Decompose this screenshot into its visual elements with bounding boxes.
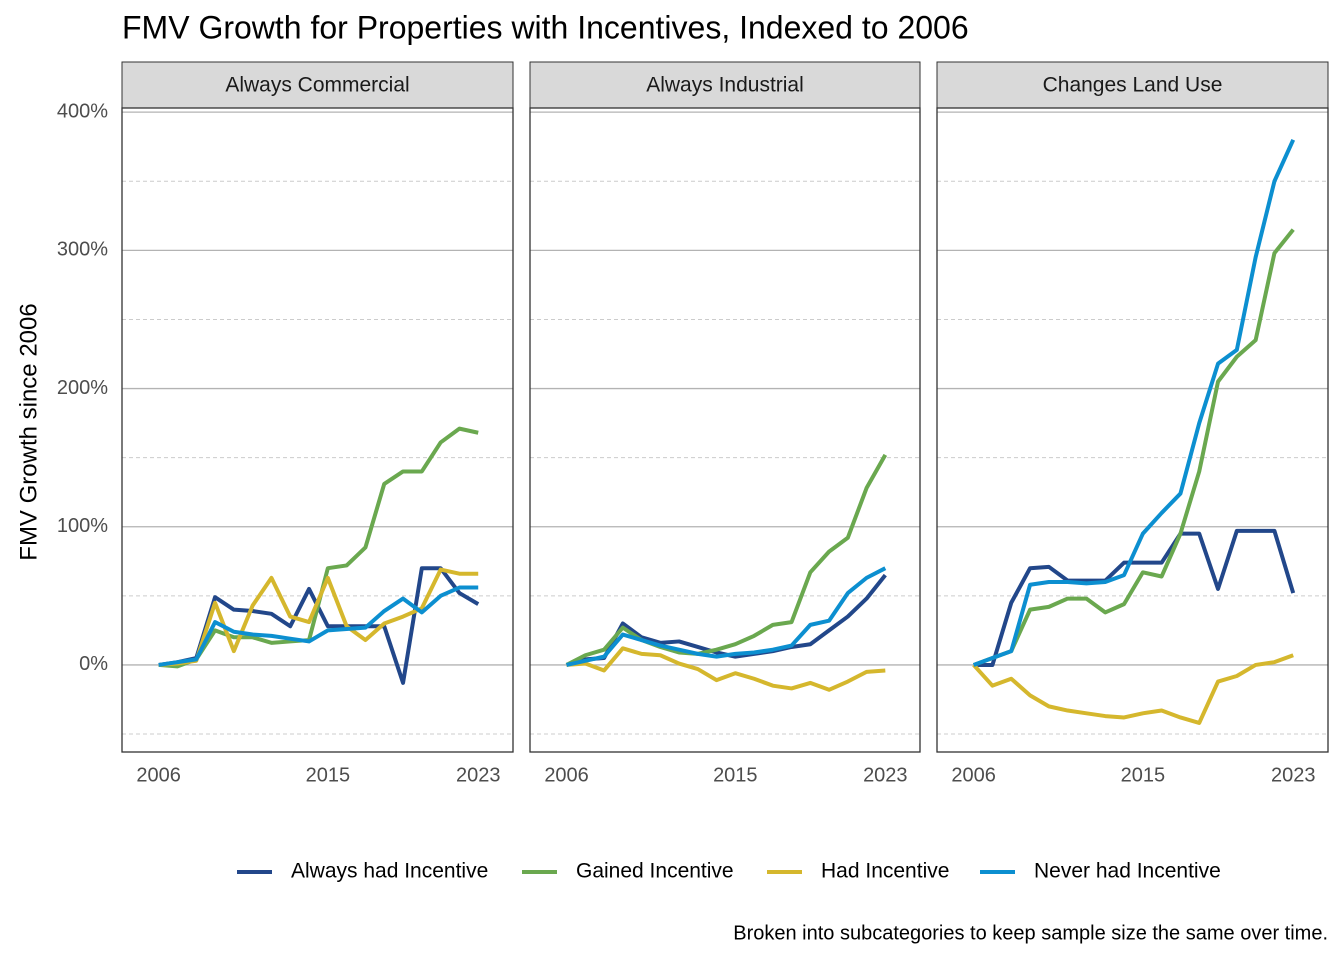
- facet-strip: [936, 61, 1329, 109]
- series-line: [972, 228, 1295, 667]
- x-tick-label: 2023: [456, 764, 501, 786]
- y-tick-label: 300%: [57, 239, 108, 261]
- panel-border: [121, 107, 514, 753]
- series-line: [158, 567, 479, 667]
- legend-label: Had Incentive: [821, 860, 949, 883]
- legend-label: Gained Incentive: [576, 860, 734, 883]
- facet-strip: [121, 61, 514, 109]
- series-line: [565, 453, 888, 667]
- facet-title: Always Commercial: [225, 74, 409, 97]
- series-line: [973, 528, 1296, 667]
- y-axis-label: FMV Growth since 2006: [15, 303, 42, 560]
- series-line: [972, 653, 1294, 725]
- legend-label: Always had Incentive: [291, 860, 488, 883]
- y-tick-label: 100%: [57, 515, 108, 537]
- caption: Broken into subcategories to keep sample…: [733, 922, 1328, 944]
- panel-border: [936, 107, 1329, 753]
- facet-title: Always Industrial: [646, 74, 804, 97]
- y-tick-label: 400%: [57, 100, 108, 122]
- panel-border: [529, 107, 921, 753]
- legend-label: Never had Incentive: [1034, 860, 1221, 883]
- y-tick-label: 200%: [57, 377, 108, 399]
- x-tick-label: 2006: [951, 764, 996, 786]
- series-line: [566, 566, 887, 667]
- series-line: [158, 585, 479, 667]
- series-line: [972, 138, 1296, 667]
- facet-title: Changes Land Use: [1043, 74, 1223, 97]
- x-tick-label: 2023: [863, 764, 908, 786]
- series-line: [566, 646, 886, 692]
- chart-title: FMV Growth for Properties with Incentive…: [122, 9, 969, 45]
- x-tick-label: 2006: [544, 764, 589, 786]
- x-tick-label: 2015: [1121, 764, 1166, 786]
- x-tick-label: 2015: [713, 764, 758, 786]
- x-tick-label: 2023: [1271, 764, 1316, 786]
- y-tick-label: 0%: [79, 653, 108, 675]
- x-tick-label: 2006: [136, 764, 181, 786]
- x-tick-label: 2015: [306, 764, 351, 786]
- facet-strip: [529, 61, 921, 109]
- series-line: [565, 573, 887, 667]
